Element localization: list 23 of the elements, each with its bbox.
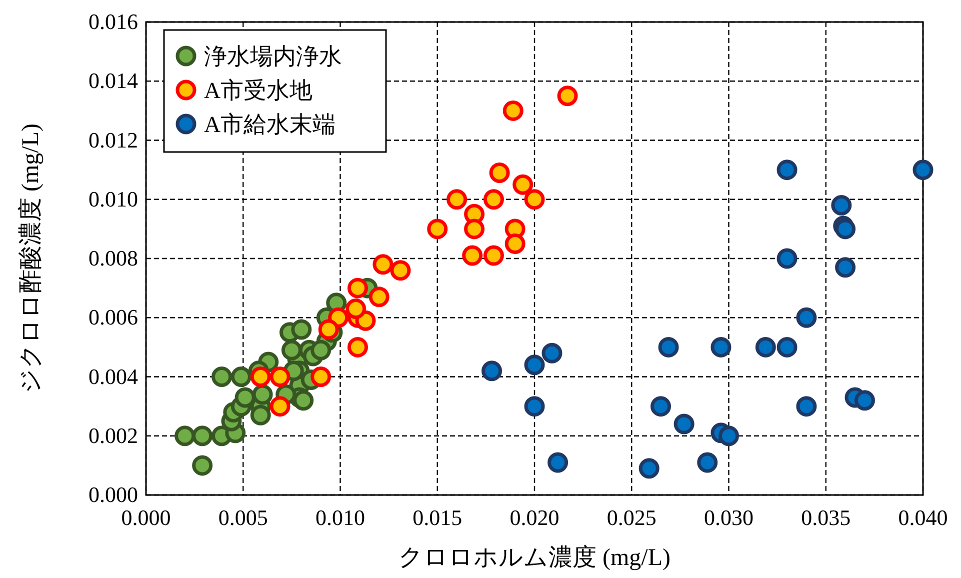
x-axis-title: クロロホルム濃度 (mg/L) (398, 544, 670, 571)
x-tick-label: 0.035 (801, 505, 851, 530)
y-axis-title: ジクロロ酢酸濃度 (mg/L) (17, 124, 44, 394)
y-tick-label: 0.010 (88, 186, 138, 212)
x-tick-label: 0.005 (218, 505, 268, 530)
y-tick-label: 0.002 (88, 422, 138, 448)
legend-label: A市給水末端 (204, 112, 336, 137)
y-tick-label: 0.016 (88, 9, 138, 34)
x-tick-label: 0.040 (898, 505, 948, 530)
legend-label: A市受水地 (204, 78, 313, 103)
x-tick-label: 0.030 (704, 505, 754, 530)
y-tick-label: 0.014 (88, 68, 138, 94)
y-tick-label: 0.000 (88, 482, 138, 507)
x-tick-label: 0.000 (121, 505, 171, 530)
x-tick-label: 0.020 (510, 505, 560, 530)
x-tick-label: 0.015 (412, 505, 462, 530)
x-tick-label: 0.010 (316, 505, 365, 530)
y-tick-label: 0.012 (88, 127, 138, 152)
x-tick-label: 0.025 (606, 505, 656, 530)
legend-label: 浄水場内浄水 (204, 44, 342, 69)
y-tick-label: 0.008 (88, 246, 138, 270)
y-tick-label: 0.006 (88, 304, 138, 330)
y-tick-label: 0.004 (88, 364, 138, 389)
